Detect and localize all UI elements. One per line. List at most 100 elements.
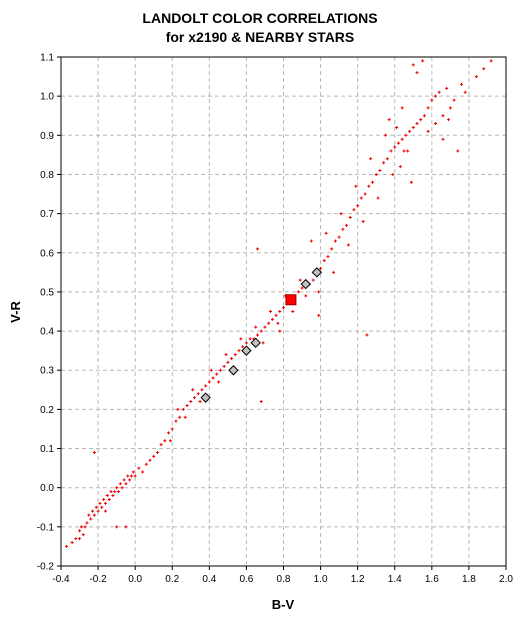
data-point — [434, 122, 438, 126]
data-point — [120, 486, 124, 490]
data-point — [269, 310, 273, 313]
grid-lines — [61, 57, 506, 566]
data-point — [374, 172, 378, 176]
data-point — [100, 505, 104, 509]
data-point — [352, 208, 356, 212]
x-axis-ticks: -0.4 -0.2 0.0 0.2 0.4 0.6 0.8 1.0 1.2 1.4 1.6 1.8 2.… — [52, 566, 513, 585]
data-point — [102, 497, 106, 501]
data-point — [415, 71, 419, 75]
data-point — [116, 490, 120, 494]
data-point — [115, 486, 119, 490]
data-point — [330, 247, 334, 251]
data-point — [445, 86, 449, 90]
data-point — [345, 223, 349, 227]
data-point — [113, 490, 117, 494]
data-point — [124, 482, 128, 486]
x-axis-label: B-V — [272, 597, 295, 612]
y-tick-label: 1.1 — [40, 53, 54, 64]
data-point — [441, 137, 445, 141]
data-point — [129, 474, 133, 478]
data-point — [391, 172, 395, 176]
data-point — [419, 118, 423, 122]
data-point — [207, 380, 211, 384]
data-point — [398, 165, 402, 169]
data-point — [200, 388, 204, 392]
data-point — [278, 310, 282, 313]
data-point — [263, 325, 267, 329]
x-tick-label: 2.0 — [499, 574, 513, 585]
data-point — [183, 415, 187, 419]
data-point — [387, 118, 391, 122]
data-point — [304, 294, 308, 298]
data-point — [291, 310, 295, 313]
data-point — [322, 259, 326, 263]
data-point — [237, 349, 241, 353]
data-point — [311, 278, 315, 282]
data-point — [298, 278, 302, 282]
data-point — [167, 431, 171, 435]
y-tick-label: 0.7 — [40, 209, 54, 220]
x-tick-label: -0.4 — [52, 574, 70, 585]
data-point — [400, 137, 404, 141]
data-point — [122, 478, 126, 482]
data-point — [254, 325, 258, 329]
data-point — [332, 270, 336, 274]
data-point — [367, 184, 371, 188]
data-point — [191, 388, 195, 392]
x-tick-label: 0.6 — [239, 574, 253, 585]
x-tick-label: 1.6 — [425, 574, 439, 585]
data-point — [396, 141, 400, 145]
y-tick-label: 0.5 — [40, 287, 54, 298]
highlight-point — [300, 278, 311, 290]
data-points — [65, 59, 493, 548]
x-tick-label: 1.8 — [462, 574, 476, 585]
data-point — [141, 470, 145, 474]
highlight-point — [200, 392, 211, 403]
data-point — [296, 290, 300, 294]
data-point — [409, 180, 413, 184]
data-point — [317, 290, 321, 294]
data-point — [317, 313, 321, 317]
data-point — [89, 517, 93, 521]
data-point — [456, 149, 460, 153]
data-point — [447, 118, 451, 122]
data-point — [430, 98, 434, 102]
data-point — [489, 59, 493, 63]
data-point — [78, 537, 82, 541]
y-tick-label: 0.4 — [40, 327, 54, 338]
data-point — [267, 321, 271, 325]
data-point — [104, 509, 107, 513]
data-point — [159, 443, 163, 447]
data-point — [406, 149, 410, 153]
data-point — [193, 396, 196, 400]
x-tick-label: -0.2 — [89, 574, 107, 585]
data-point — [74, 537, 78, 541]
data-point — [363, 192, 367, 196]
data-point — [361, 219, 365, 223]
data-point — [463, 90, 467, 94]
y-tick-label: 0.3 — [40, 366, 54, 377]
data-point — [92, 450, 96, 454]
data-point — [393, 145, 397, 149]
data-point — [111, 494, 115, 498]
data-point — [137, 466, 141, 470]
chart-title-line-1: LANDOLT COLOR CORRELATIONS — [142, 10, 377, 26]
x-tick-label: 0.4 — [202, 574, 216, 585]
data-point — [437, 90, 441, 94]
data-point — [218, 368, 222, 372]
x-tick-label: 1.2 — [351, 574, 365, 585]
data-point — [371, 180, 374, 184]
data-point — [241, 345, 245, 349]
data-point — [259, 329, 263, 333]
data-point — [168, 439, 172, 443]
data-point — [422, 114, 426, 118]
data-point — [226, 360, 230, 364]
data-point — [411, 125, 415, 129]
x-tick-label: 0.8 — [277, 574, 291, 585]
data-point — [354, 184, 358, 188]
data-point — [415, 122, 419, 126]
y-tick-label: 0.1 — [40, 444, 54, 455]
data-point — [441, 114, 445, 118]
data-point — [244, 341, 248, 345]
